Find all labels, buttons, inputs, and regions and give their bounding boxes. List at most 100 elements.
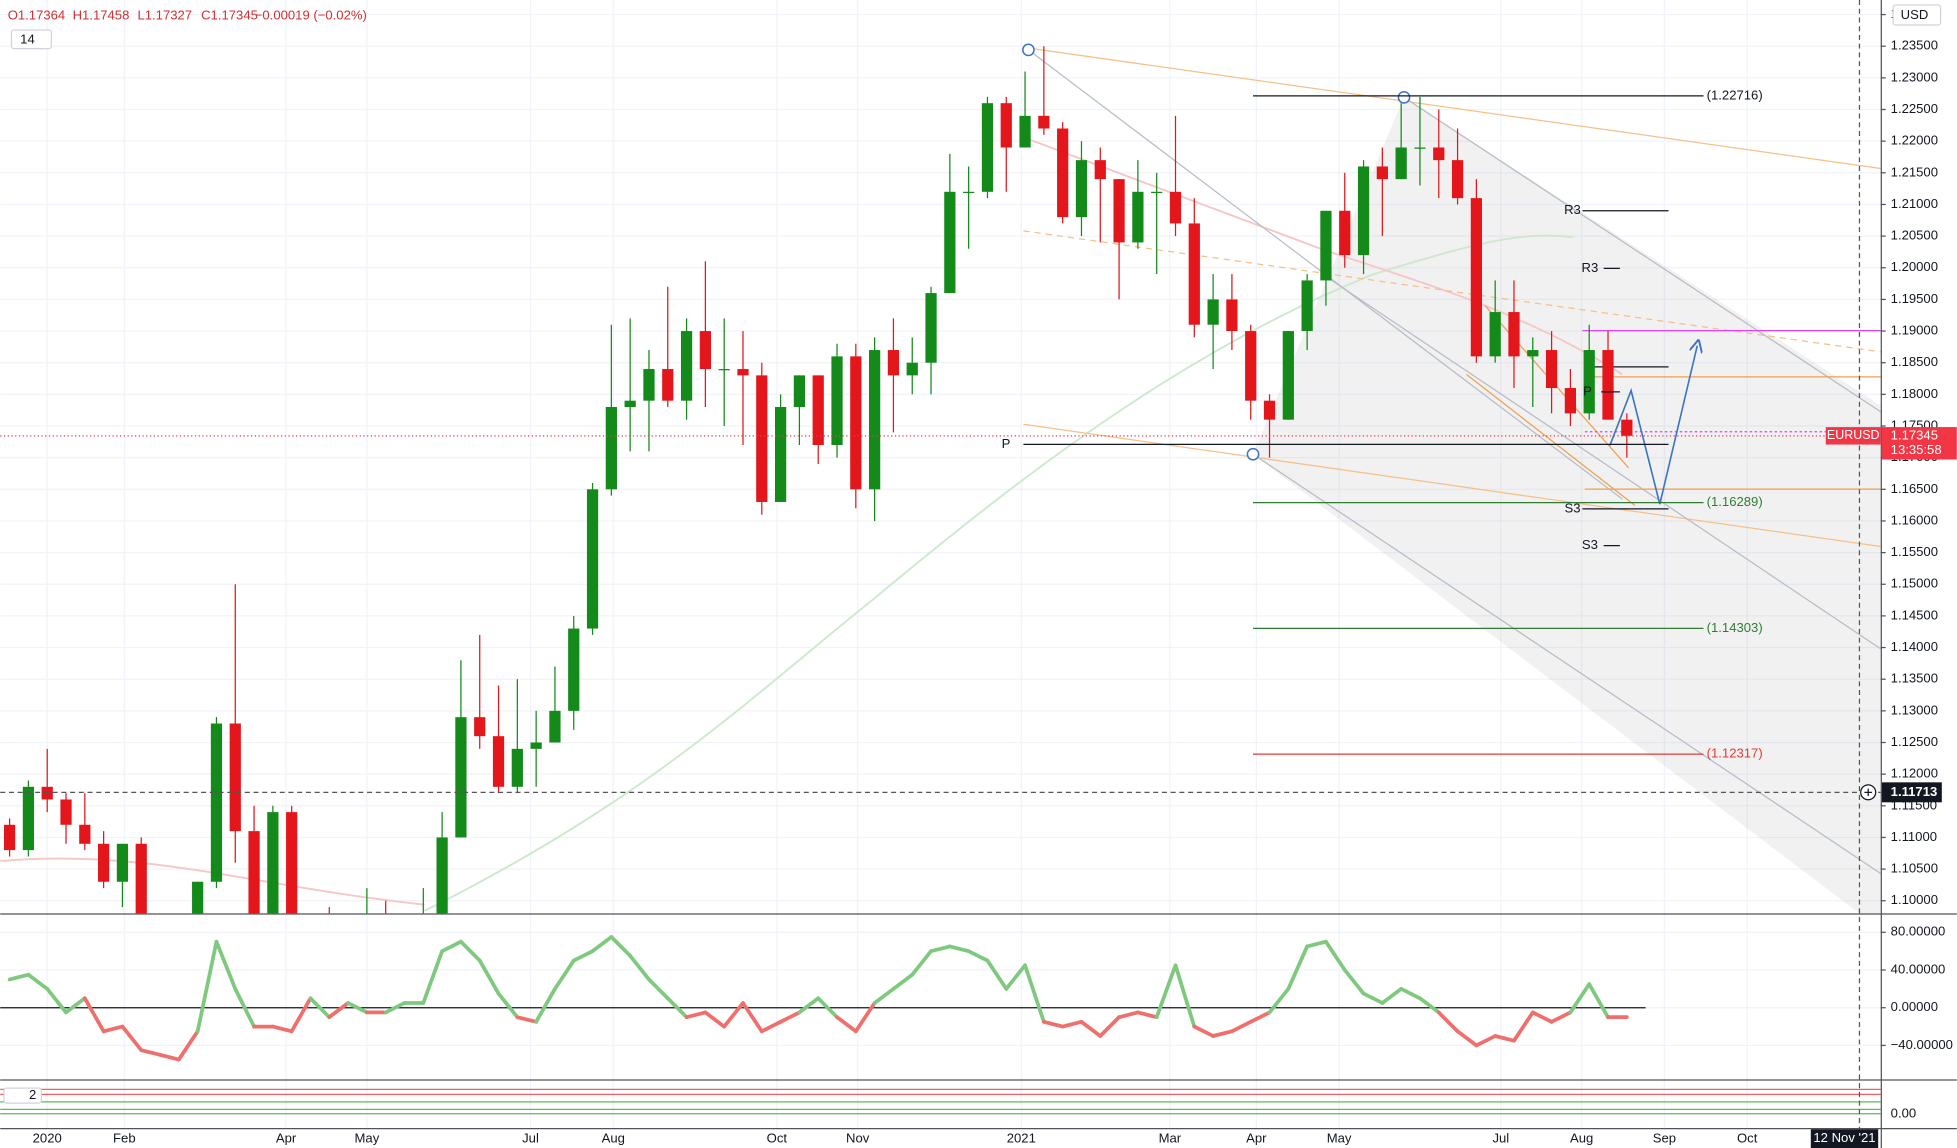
oscillator-segment xyxy=(1436,1010,1460,1034)
x-tick-label: Sep xyxy=(1653,1131,1676,1146)
oscillator-segment xyxy=(891,972,915,991)
pivot-label: P xyxy=(1002,436,1011,451)
candle-body xyxy=(850,356,862,490)
interval-box[interactable] xyxy=(10,29,52,50)
y-tick-label: 1.12500 xyxy=(1891,734,1938,749)
oscillator-segment xyxy=(477,958,501,996)
anchor-point xyxy=(1397,90,1411,104)
x-tick-label: Mar xyxy=(1159,1131,1182,1146)
oscillator-segment xyxy=(26,972,50,991)
oscillator-segment xyxy=(816,996,839,1020)
candle-body xyxy=(643,369,655,401)
candle-body xyxy=(831,356,843,445)
candle-body xyxy=(1339,210,1351,256)
candle-body xyxy=(1094,160,1106,180)
candle-body xyxy=(380,913,392,914)
candle-body xyxy=(1057,128,1069,218)
candle-body xyxy=(1602,350,1614,420)
oscillator-segment xyxy=(966,949,990,963)
candle-body xyxy=(1527,350,1539,357)
y-tick-label: 1.21000 xyxy=(1891,196,1938,211)
y-tick-label: 1.23500 xyxy=(1891,38,1938,53)
oscillator-segment xyxy=(778,1010,802,1024)
candle-body xyxy=(1169,191,1182,224)
oscillator-segment xyxy=(910,949,933,977)
candle-body xyxy=(586,489,599,629)
candle-body xyxy=(1151,191,1163,194)
moving-average xyxy=(424,234,1573,912)
price-level-label: (1.22716) xyxy=(1707,87,1763,102)
y-tick-label: 1.19000 xyxy=(1891,323,1938,338)
pane-toggle[interactable] xyxy=(3,1087,43,1104)
candle-body xyxy=(1075,160,1088,218)
candle-body xyxy=(455,717,467,838)
candle-body xyxy=(737,369,749,376)
price-label: 1.17345 xyxy=(1891,427,1938,442)
pitchfork-area xyxy=(1253,97,1881,914)
oscillator-segment xyxy=(1023,963,1046,1024)
candle-body xyxy=(1376,166,1388,180)
x-tick-label: Feb xyxy=(113,1131,136,1146)
y-tick-label: 1.12000 xyxy=(1891,766,1938,781)
candle-body xyxy=(135,843,147,914)
y-tick-label: 1.10000 xyxy=(1891,892,1938,907)
y-tick-label: 1.13000 xyxy=(1891,702,1938,717)
candle-body xyxy=(1414,147,1426,149)
oscillator-segment xyxy=(1305,939,1328,949)
y-tick-label: 0.00 xyxy=(1891,1105,1916,1120)
countdown-label: 13:35:58 xyxy=(1891,442,1942,457)
candle-body xyxy=(1320,210,1332,281)
candle-body xyxy=(248,831,260,914)
candle-body xyxy=(1451,160,1464,199)
oscillator-segment xyxy=(195,939,219,1034)
oscillator-segment xyxy=(1493,1034,1516,1043)
oscillator-segment xyxy=(383,1001,407,1015)
candle-body xyxy=(530,742,542,749)
x-tick-label: May xyxy=(355,1131,380,1146)
oscillator-segment xyxy=(1418,996,1441,1015)
oscillator-segment xyxy=(327,1001,350,1020)
y-tick-label: 1.22000 xyxy=(1891,133,1938,148)
oscillator-segment xyxy=(534,986,557,1024)
x-tick-label: Apr xyxy=(276,1131,297,1146)
candle-body xyxy=(116,843,129,882)
y-tick-label: 1.14500 xyxy=(1891,607,1938,622)
oscillator-segment xyxy=(1455,1029,1479,1048)
candle-body xyxy=(210,723,223,882)
oscillator-segment xyxy=(308,996,332,1020)
ohlc-high: H1.17458 xyxy=(73,8,130,23)
y-tick-label: 1.16500 xyxy=(1891,481,1938,496)
oscillator-segment xyxy=(590,935,614,954)
oscillator-segment xyxy=(1399,986,1422,1001)
candle-body xyxy=(1357,166,1370,256)
candle-body xyxy=(1282,331,1294,420)
currency-button[interactable] xyxy=(1892,4,1942,26)
candle-body xyxy=(605,407,617,490)
oscillator-segment xyxy=(985,958,1009,991)
oscillator-segment xyxy=(1380,986,1404,1005)
oscillator-segment xyxy=(853,1001,877,1034)
oscillator-segment xyxy=(158,1052,181,1062)
oscillator-segment xyxy=(553,958,576,991)
candle-body xyxy=(812,375,824,445)
currency[interactable]: USD xyxy=(1901,7,1929,22)
oscillator-segment xyxy=(271,1024,294,1034)
candle-body xyxy=(229,723,241,832)
candle-body xyxy=(1395,147,1407,180)
y-tick-label: 1.13500 xyxy=(1891,671,1938,686)
oscillator-segment xyxy=(1154,963,1178,1020)
oscillator-segment xyxy=(7,972,31,982)
x-tick-label: Jul xyxy=(1492,1131,1509,1146)
y-tick-label: 1.20500 xyxy=(1891,228,1938,243)
candle-body xyxy=(1433,147,1445,161)
candle-body xyxy=(22,786,35,851)
oscillator-segment xyxy=(1230,1019,1253,1034)
oscillator-segment xyxy=(1568,982,1592,1015)
y-tick-label: 1.22500 xyxy=(1891,101,1938,116)
indicator-length[interactable]: 14 xyxy=(20,31,35,46)
candle-body xyxy=(1188,223,1200,325)
candle-body xyxy=(342,977,353,1015)
price-level-label: (1.12317) xyxy=(1707,746,1763,761)
oscillator-segment xyxy=(1530,1010,1554,1024)
